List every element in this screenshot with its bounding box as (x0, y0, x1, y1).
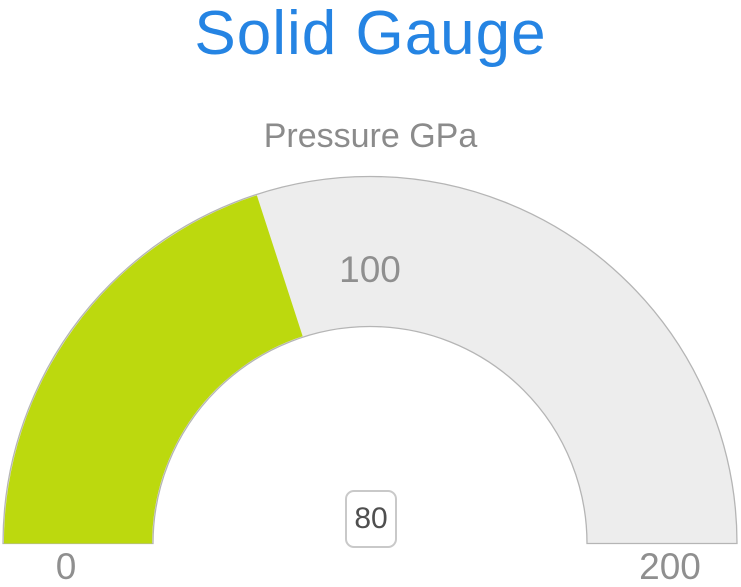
value-label: 80 (354, 502, 388, 535)
chart-subtitle: Pressure GPa (263, 117, 478, 155)
axis-label-mid: 100 (339, 249, 401, 290)
axis-label-max: 200 (639, 546, 701, 587)
gauge-fill (3, 195, 303, 544)
value-box: 80 (345, 490, 397, 548)
axis-label-min: 0 (55, 546, 77, 587)
chart-title: Solid Gauge (194, 0, 547, 68)
